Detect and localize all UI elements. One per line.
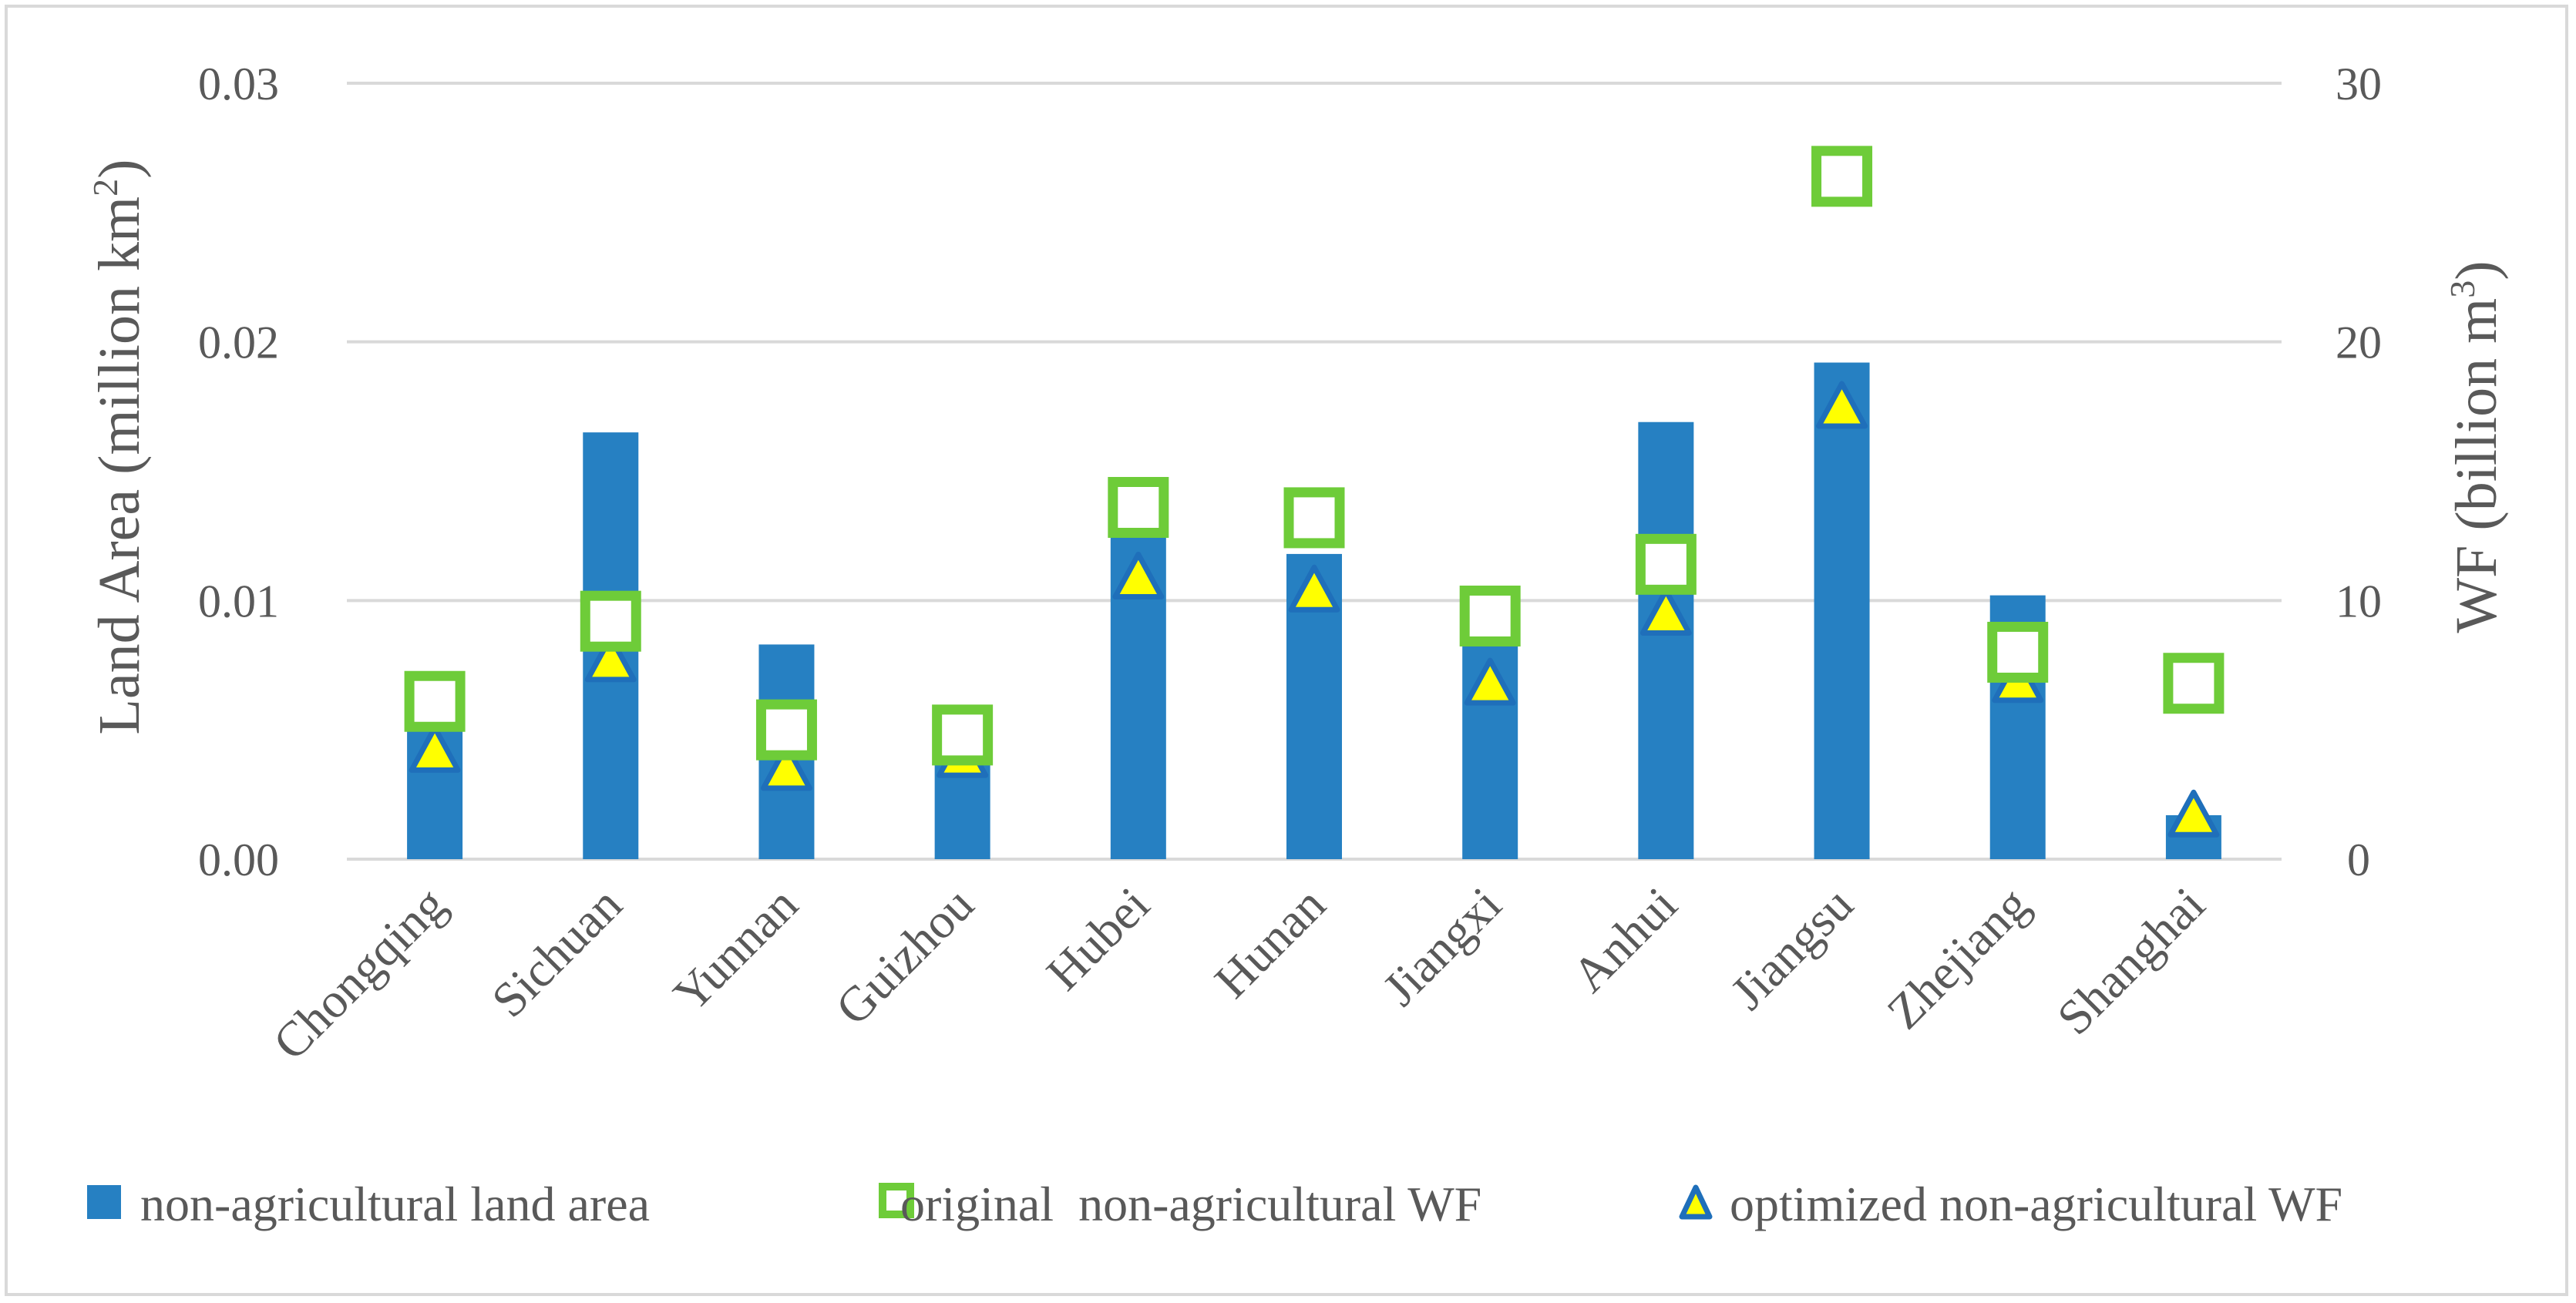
category-label: Anhui	[1562, 877, 1687, 1002]
category-label: Sichuan	[481, 877, 632, 1028]
category-label: Guizhou	[825, 877, 984, 1036]
right-axis-title: WF (billion m3)	[2443, 260, 2509, 633]
legend-swatch-bar	[87, 1185, 121, 1219]
category-label: Zhejiang	[1877, 877, 2040, 1039]
original-wf-marker	[1635, 533, 1697, 595]
right-tick-label: 30	[2336, 59, 2382, 109]
left-tick-label: 0.01	[198, 576, 279, 626]
legend-swatch-triangle	[1679, 1184, 1713, 1220]
original-wf-marker	[1108, 476, 1169, 538]
original-wf-marker	[1459, 585, 1521, 646]
category-label: Chongqing	[263, 877, 456, 1070]
category-label: Jiangsu	[1720, 877, 1863, 1020]
category-label: Yunnan	[663, 877, 808, 1022]
category-label: Jiangxi	[1372, 877, 1512, 1016]
original-wf-marker	[580, 590, 641, 652]
original-wf-marker	[404, 670, 466, 732]
legend-label-original-wf: original non-agricultural WF	[900, 1177, 1481, 1231]
bar-anhui	[1638, 421, 1694, 859]
original-wf-marker	[1987, 621, 2049, 683]
category-label: Hunan	[1204, 877, 1336, 1009]
right-tick-label: 20	[2336, 317, 2382, 368]
category-labels: Chongqing Sichuan Yunnan Guizhou Hubei Hunan J…	[263, 877, 2215, 1070]
original-wf-marker	[755, 699, 817, 761]
optimized-wf-marker	[584, 634, 637, 683]
optimized-wf-marker	[1112, 551, 1165, 599]
left-tick-label: 0.02	[198, 317, 279, 368]
right-tick-label: 10	[2336, 576, 2382, 626]
left-tick-label: 0.00	[198, 835, 279, 885]
legend: non-agricultural land area original non-…	[87, 1177, 2342, 1231]
optimized-wf-marker	[1639, 587, 1692, 636]
original-wf-marker	[932, 704, 994, 766]
category-label: Hubei	[1036, 877, 1160, 1001]
tick-labels: 0.00 0 0.01 10 0.02 20 0.03 30	[198, 59, 2382, 885]
original-wf-marker	[2163, 653, 2225, 714]
original-wf-marker	[1811, 146, 1873, 207]
optimized-wf-marker	[1816, 381, 1868, 429]
optimized-wf-marker	[1464, 657, 1516, 706]
marker-series	[404, 146, 2225, 838]
legend-label-optimized-wf: optimized non-agricultural WF	[1730, 1177, 2342, 1231]
legend-swatch-square	[879, 1183, 914, 1218]
optimized-wf-marker	[760, 743, 812, 791]
optimized-wf-marker	[1288, 564, 1340, 613]
legend-label-land-area: non-agricultural land area	[140, 1177, 650, 1231]
optimized-wf-marker	[409, 724, 461, 773]
original-wf-marker	[1283, 487, 1345, 549]
optimized-wf-marker	[2167, 789, 2220, 838]
left-axis-title: Land Area (million km2)	[86, 160, 152, 735]
bar-jiangsu	[1814, 362, 1870, 859]
category-label: Shanghai	[2046, 877, 2215, 1046]
left-tick-label: 0.03	[198, 59, 279, 109]
right-tick-label: 0	[2347, 835, 2370, 885]
